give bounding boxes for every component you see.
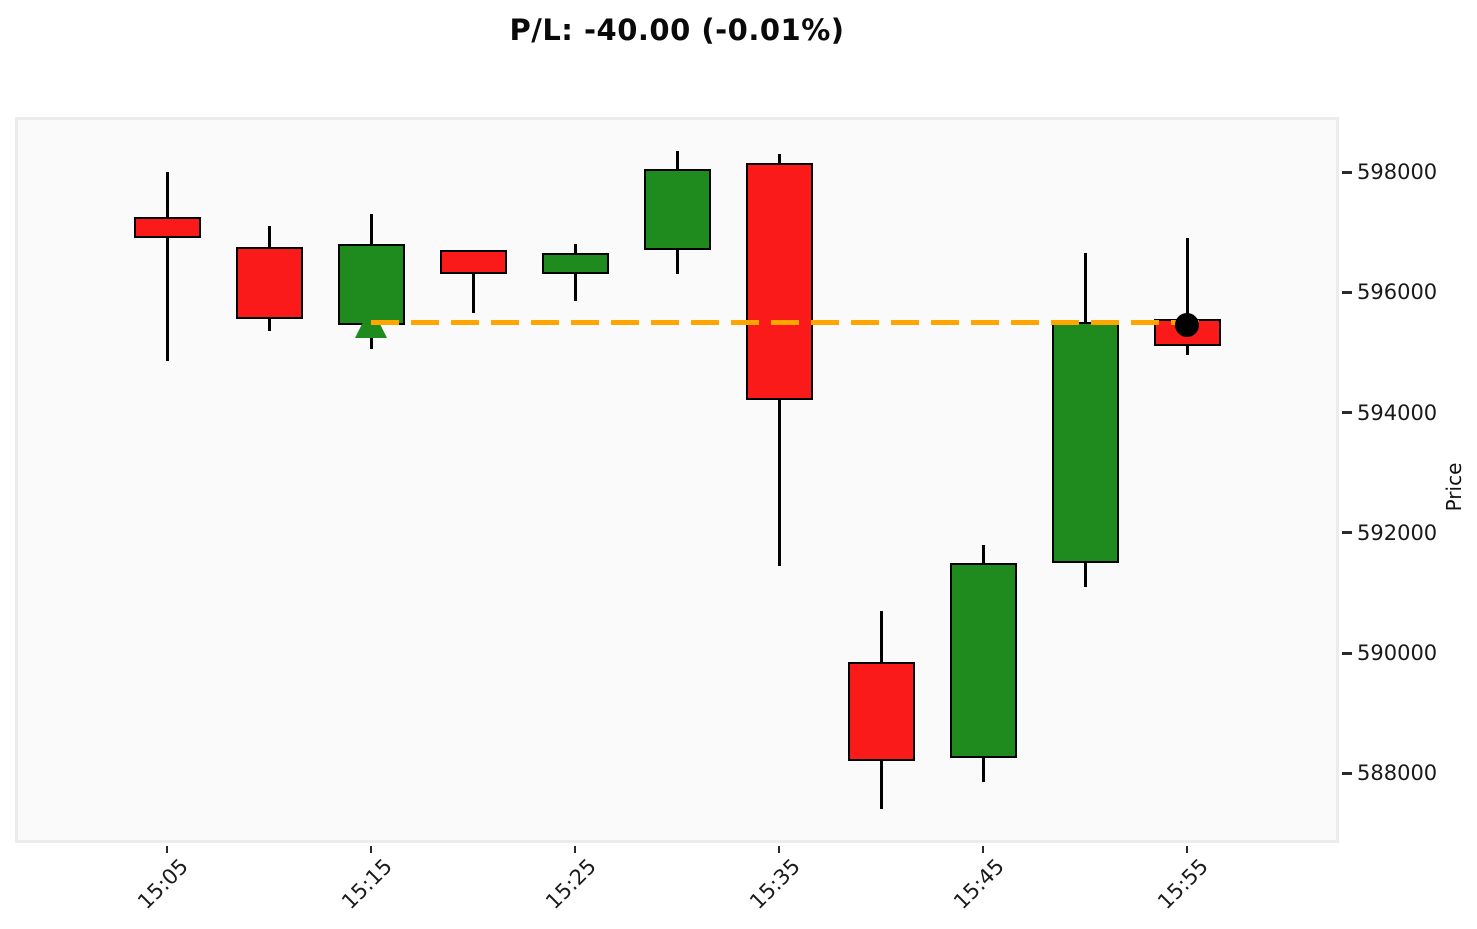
x-tick-mark (982, 846, 984, 853)
position-marker (1175, 312, 1199, 337)
x-tick-label: 15:05 (133, 854, 193, 914)
x-tick-mark (778, 846, 780, 853)
x-tick-label: 15:15 (337, 854, 397, 914)
y-tick-label: 592000 (1357, 520, 1438, 545)
candle-wick (1185, 238, 1189, 356)
y-tick-mark (1342, 531, 1352, 535)
x-tick-label: 15:45 (949, 854, 1009, 914)
y-tick-label: 594000 (1357, 400, 1438, 425)
candle-body (133, 217, 201, 239)
candle-body (439, 250, 507, 275)
entry-price-line (371, 319, 1199, 325)
chart-title: P/L: -40.00 (-0.01%) (509, 13, 845, 47)
candle-body (235, 247, 303, 320)
x-tick-mark (574, 846, 576, 853)
y-axis-title: Price (1442, 462, 1466, 512)
y-tick-mark (1342, 411, 1352, 414)
y-tick-label: 590000 (1357, 641, 1438, 665)
y-tick-mark (1342, 290, 1352, 294)
x-tick-mark (166, 846, 168, 853)
candle-body (847, 662, 915, 762)
y-tick-mark (1342, 170, 1352, 174)
candle-body (745, 162, 813, 401)
candle-wick (165, 172, 169, 362)
y-tick-mark (1342, 771, 1352, 775)
y-tick-label: 596000 (1357, 280, 1438, 305)
y-tick-mark (1342, 651, 1352, 655)
x-tick-label: 15:25 (541, 854, 601, 914)
candle-body (949, 562, 1017, 759)
x-tick-label: 15:55 (1153, 854, 1213, 914)
y-tick-label: 588000 (1357, 761, 1438, 786)
candle-body (541, 253, 609, 275)
x-tick-mark (1186, 846, 1188, 853)
candle-body (643, 169, 711, 251)
y-tick-label: 598000 (1357, 160, 1438, 184)
candle-body (1051, 322, 1119, 563)
candle-wick (471, 250, 475, 314)
x-tick-label: 15:35 (745, 854, 805, 914)
x-tick-mark (370, 846, 372, 853)
